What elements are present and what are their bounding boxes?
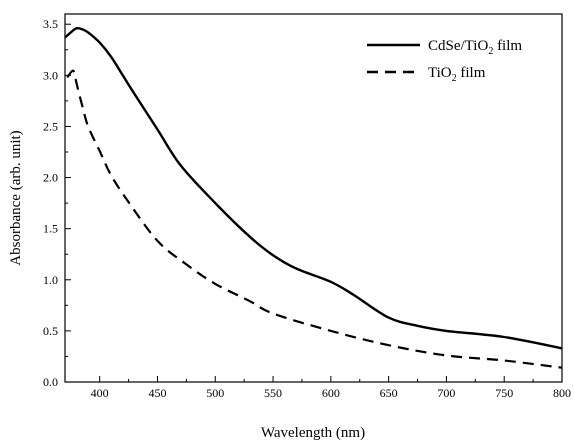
x-tick-label: 550: [264, 386, 282, 400]
y-tick-label: 0.5: [43, 324, 58, 338]
legend-label-2: TiO2 film: [428, 65, 486, 84]
y-tick-label: 2.0: [43, 171, 58, 185]
plot-frame: [64, 13, 563, 383]
series-line-2: [66, 69, 563, 369]
y-tick-label: 2.5: [43, 119, 58, 133]
y-tick-label: 0.0: [43, 375, 58, 389]
legend: CdSe/TiO2 film TiO2 film: [367, 38, 522, 84]
y-tick-label: 1.0: [43, 273, 58, 287]
series-line-1: [64, 26, 563, 350]
x-tick-label: 700: [437, 386, 455, 400]
x-tick-label: 650: [380, 386, 398, 400]
x-axis-title: Wavelength (nm): [261, 425, 365, 441]
y-tick-label: 3.5: [43, 17, 58, 31]
y-axis: 0.0 0.5 1.0 1.5 2.0 2.5 3.0 3.5: [43, 17, 71, 389]
x-tick-label: 600: [322, 386, 340, 400]
y-tick-label: 1.5: [43, 222, 58, 236]
y-tick-label: 3.0: [43, 68, 58, 82]
legend-label-1: CdSe/TiO2 film: [428, 38, 522, 57]
x-axis: 400 450 500 550 600 650 700 750 800: [91, 376, 571, 400]
series-layer: [64, 26, 563, 369]
x-tick-label: 450: [148, 386, 166, 400]
y-axis-title: Absorbance (arb. unit): [8, 130, 24, 265]
x-tick-label: 800: [553, 386, 571, 400]
x-tick-label: 400: [91, 386, 109, 400]
x-tick-label: 750: [495, 386, 513, 400]
x-tick-label: 500: [206, 386, 224, 400]
